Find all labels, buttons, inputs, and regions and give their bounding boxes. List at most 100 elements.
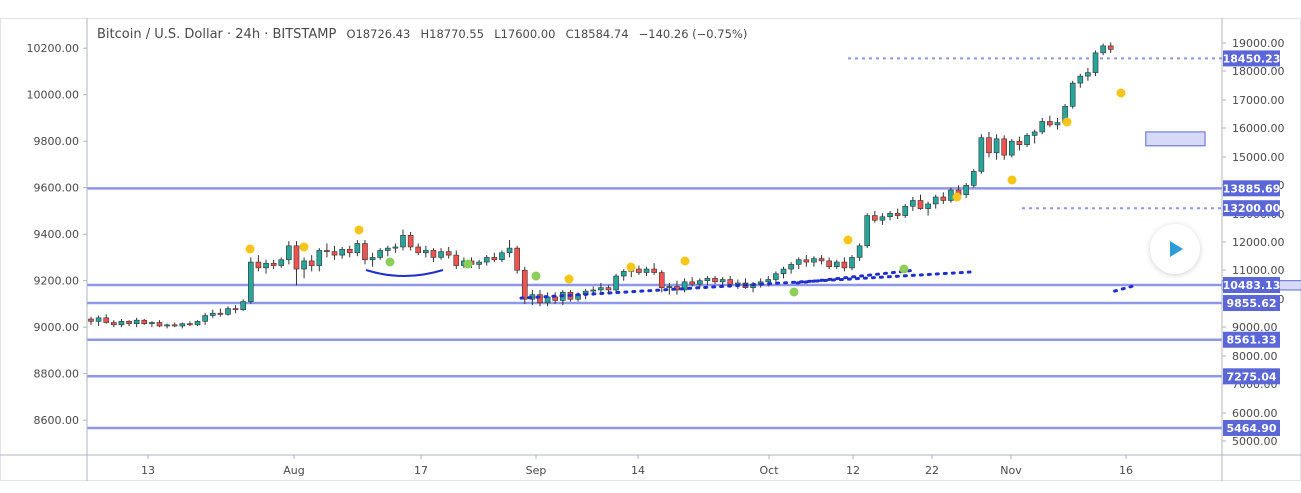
candle-down-body — [986, 137, 992, 154]
candle-up-body — [902, 205, 909, 216]
candle-down-body — [430, 250, 437, 258]
candle-up-body — [932, 196, 939, 205]
candle-down-body — [537, 294, 543, 304]
right-axis-label: 19000.00 — [1232, 37, 1285, 50]
candle-up-body — [377, 250, 383, 258]
candle-up-body — [795, 259, 802, 265]
candle-up-body — [209, 312, 216, 316]
candle-down-body — [270, 262, 277, 266]
signal-marker-yellow — [1062, 117, 1072, 127]
candle-up-body — [95, 317, 102, 322]
candle-down-body — [803, 259, 810, 263]
candle-up-body — [963, 185, 969, 195]
right-axis-label: 8000.00 — [1232, 350, 1278, 363]
price-zone-box — [1145, 131, 1206, 147]
level-price-tag — [1223, 276, 1280, 293]
ohlc-open: O18726.43 — [346, 27, 411, 41]
play-button[interactable] — [1150, 224, 1200, 274]
candle-up-body — [369, 257, 376, 261]
candle-up-body — [613, 275, 619, 291]
candle-down-body — [346, 248, 353, 254]
drawings-layer — [245, 88, 1139, 300]
candle-up-body — [1054, 122, 1061, 126]
candle-up-body — [704, 278, 711, 281]
candle-up-body — [620, 271, 627, 277]
time-axis-label: Oct — [759, 464, 779, 477]
candle-up-body — [666, 286, 673, 288]
candle-up-body — [1069, 82, 1076, 107]
right-axis-label: 9000.00 — [1232, 321, 1278, 334]
candle-down-body — [712, 278, 718, 283]
left-axis-label: 9000.00 — [34, 321, 80, 334]
left-axis-label: 8800.00 — [34, 368, 80, 381]
play-icon — [1170, 241, 1183, 257]
candle-up-body — [910, 200, 916, 207]
candle-up-body — [240, 301, 246, 311]
signal-marker-green — [899, 264, 909, 274]
candle-up-body — [392, 246, 399, 249]
level-price-text: 13200.00 — [1223, 202, 1281, 215]
candle-down-body — [841, 261, 848, 269]
level-price-text: 7275.04 — [1226, 370, 1276, 383]
candle-up-body — [811, 258, 817, 263]
time-axis-label: 22 — [925, 464, 939, 477]
candle-up-body — [1085, 72, 1091, 77]
trendline-dotted — [519, 270, 972, 300]
signal-marker-yellow — [1116, 88, 1126, 98]
left-axis-label: 8600.00 — [34, 414, 80, 427]
levels-layer — [87, 57, 1222, 430]
candle-up-body — [788, 264, 794, 270]
candle-up-body — [948, 189, 954, 201]
candle-down-body — [1016, 140, 1023, 145]
signal-marker-yellow — [245, 244, 255, 254]
left-axis-label: 10200.00 — [27, 42, 80, 55]
candle-down-body — [894, 212, 901, 216]
level-price-text: 18450.23 — [1223, 52, 1281, 65]
signal-marker-green — [463, 259, 473, 269]
candle-down-body — [917, 200, 924, 209]
candle-down-body — [141, 319, 148, 324]
signal-marker-yellow — [843, 235, 853, 245]
candle-down-body — [407, 235, 414, 248]
level-price-tag — [1223, 200, 1280, 217]
candle-down-body — [636, 268, 642, 273]
left-axis-label: 9200.00 — [34, 275, 80, 288]
candle-down-body — [826, 260, 832, 268]
candle-down-body — [872, 215, 878, 221]
candle-up-body — [476, 261, 482, 265]
candle-down-body — [689, 281, 695, 285]
signal-marker-yellow — [564, 274, 574, 284]
candle-down-body — [331, 251, 338, 256]
signal-marker-yellow — [952, 192, 962, 202]
candle-down-body — [491, 257, 498, 261]
candle-up-body — [301, 260, 307, 270]
candle-up-body — [1031, 131, 1038, 136]
candle-down-body — [658, 272, 665, 288]
candle-up-body — [133, 319, 140, 324]
level-price-text: 13885.69 — [1223, 182, 1281, 195]
candle-up-body — [887, 212, 893, 218]
candle-up-body — [1039, 121, 1046, 133]
candle-down-body — [217, 312, 224, 315]
chart-frame — [0, 18, 1301, 481]
candle-up-body — [849, 257, 855, 269]
candle-up-body — [194, 321, 201, 326]
candle-down-body — [1001, 138, 1008, 156]
right-axis-label: 17000.00 — [1232, 94, 1285, 107]
level-price-text: 10483.13 — [1223, 279, 1281, 292]
level-price-text: 5464.90 — [1226, 422, 1276, 435]
ohlc-high: H18770.55 — [420, 27, 485, 41]
candle-up-body — [993, 138, 1000, 154]
level-price-tag — [1223, 180, 1280, 197]
candle-up-body — [400, 235, 406, 248]
candle-down-body — [126, 321, 132, 324]
candle-down-body — [727, 279, 734, 285]
time-axis-label: 17 — [414, 464, 428, 477]
candle-down-body — [171, 324, 178, 327]
candle-up-body — [506, 247, 513, 254]
candle-down-body — [1107, 45, 1114, 50]
time-axis-label: 14 — [631, 464, 645, 477]
right-axis-label: 12000.00 — [1232, 236, 1285, 249]
